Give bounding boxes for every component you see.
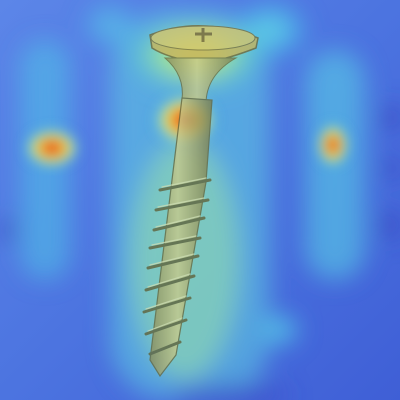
screw: [142, 24, 259, 378]
